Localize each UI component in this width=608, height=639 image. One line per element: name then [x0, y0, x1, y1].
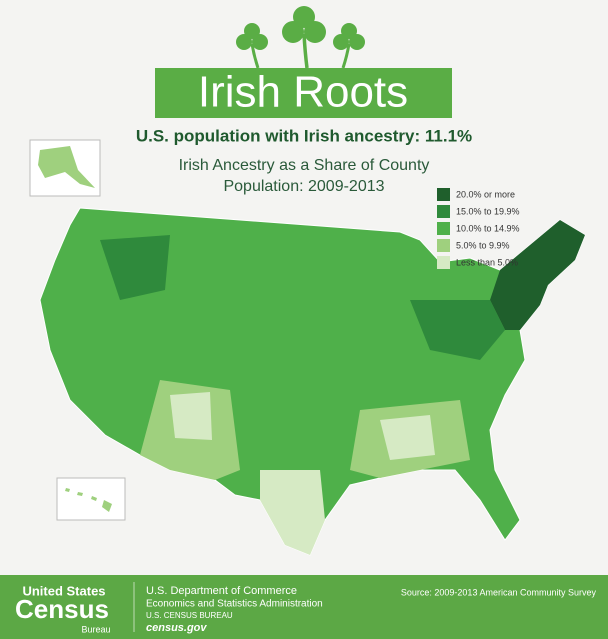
legend-label: 5.0% to 9.9%	[456, 240, 510, 250]
bureau: Bureau	[81, 624, 110, 634]
administration: Economics and Statistics Administration	[146, 599, 323, 610]
shamrocks	[236, 6, 365, 69]
legend-label: Less than 5.0%	[456, 257, 518, 267]
legend-swatch	[437, 205, 450, 218]
title-box	[155, 68, 452, 118]
legend-swatch	[437, 256, 450, 269]
department: U.S. Department of Commerce	[146, 585, 297, 597]
map-title: Irish Ancestry as a Share of County	[179, 157, 430, 174]
source: Source: 2009-2013 American Community Sur…	[401, 587, 597, 597]
legend: 20.0% or more 15.0% to 19.9% 10.0% to 14.9…	[437, 188, 520, 269]
hawaii	[65, 488, 112, 512]
legend-label: 20.0% or more	[456, 189, 515, 199]
bureau-name: U.S. CENSUS BUREAU	[146, 611, 233, 620]
legend-swatch	[437, 188, 450, 201]
legend-label: 10.0% to 14.9%	[456, 223, 520, 233]
map-title: Population: 2009-2013	[223, 178, 384, 195]
agency: United States	[22, 583, 105, 598]
headline: U.S. population with Irish ancestry: 11.…	[136, 126, 472, 145]
census-logo: Census	[15, 594, 109, 624]
footer-bar	[0, 575, 608, 639]
us-map	[39, 207, 586, 556]
legend-swatch	[437, 239, 450, 252]
website: census.gov	[146, 622, 207, 634]
title: Irish Roots	[198, 68, 408, 117]
alaska	[38, 146, 95, 188]
legend-swatch	[437, 222, 450, 235]
legend-label: 15.0% to 19.9%	[456, 206, 520, 216]
